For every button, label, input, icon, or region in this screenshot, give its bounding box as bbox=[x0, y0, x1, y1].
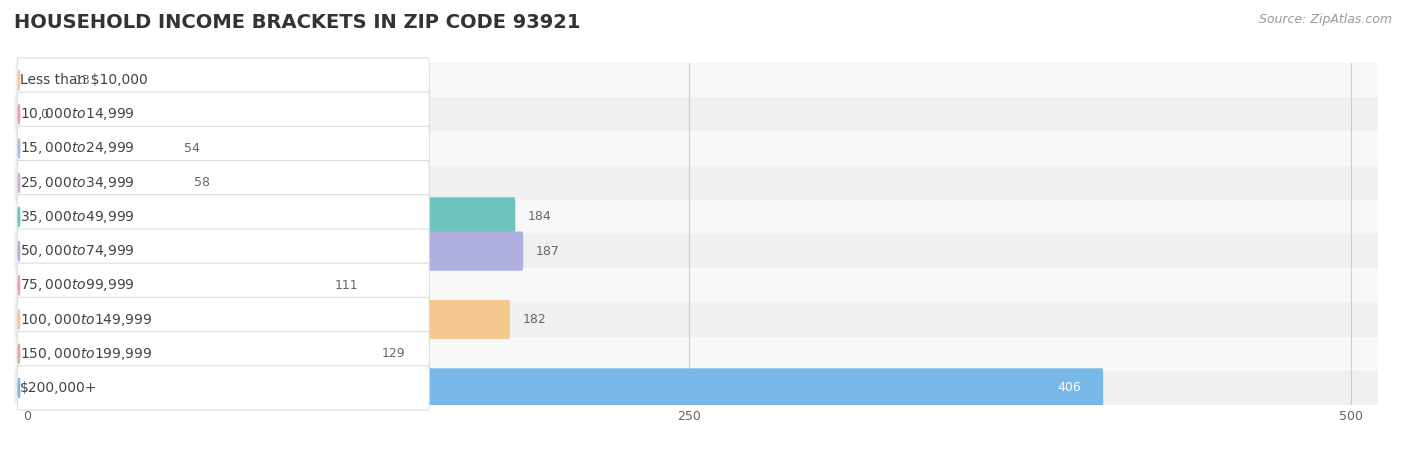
Text: 54: 54 bbox=[184, 142, 200, 155]
Text: 0: 0 bbox=[41, 108, 49, 121]
Text: $200,000+: $200,000+ bbox=[20, 381, 97, 395]
Bar bbox=[14, 234, 1378, 268]
Circle shape bbox=[18, 275, 20, 295]
Bar bbox=[14, 302, 1378, 337]
Text: 182: 182 bbox=[523, 313, 547, 326]
Text: 184: 184 bbox=[527, 211, 551, 223]
Text: 58: 58 bbox=[194, 176, 209, 189]
FancyBboxPatch shape bbox=[17, 229, 429, 273]
Bar bbox=[14, 200, 1378, 234]
Circle shape bbox=[18, 207, 20, 227]
FancyBboxPatch shape bbox=[17, 366, 429, 410]
Text: Source: ZipAtlas.com: Source: ZipAtlas.com bbox=[1258, 14, 1392, 27]
Text: $100,000 to $149,999: $100,000 to $149,999 bbox=[20, 311, 152, 328]
FancyBboxPatch shape bbox=[17, 92, 429, 136]
Text: $150,000 to $199,999: $150,000 to $199,999 bbox=[20, 346, 152, 362]
Bar bbox=[14, 166, 1378, 200]
Text: Less than $10,000: Less than $10,000 bbox=[20, 73, 148, 87]
Bar bbox=[14, 63, 1378, 97]
FancyBboxPatch shape bbox=[27, 163, 181, 202]
Text: 129: 129 bbox=[382, 347, 406, 360]
FancyBboxPatch shape bbox=[27, 60, 62, 100]
FancyBboxPatch shape bbox=[17, 58, 429, 102]
Text: 13: 13 bbox=[75, 74, 91, 86]
Text: $75,000 to $99,999: $75,000 to $99,999 bbox=[20, 277, 135, 293]
Text: $35,000 to $49,999: $35,000 to $49,999 bbox=[20, 209, 135, 225]
Circle shape bbox=[18, 139, 20, 158]
FancyBboxPatch shape bbox=[27, 300, 510, 339]
Text: $10,000 to $14,999: $10,000 to $14,999 bbox=[20, 106, 135, 122]
Bar bbox=[14, 97, 1378, 131]
FancyBboxPatch shape bbox=[27, 266, 322, 305]
Circle shape bbox=[18, 378, 20, 398]
FancyBboxPatch shape bbox=[17, 297, 429, 342]
Text: $25,000 to $34,999: $25,000 to $34,999 bbox=[20, 175, 135, 191]
FancyBboxPatch shape bbox=[17, 332, 429, 376]
Bar bbox=[14, 337, 1378, 371]
FancyBboxPatch shape bbox=[27, 368, 1104, 408]
Circle shape bbox=[18, 241, 20, 261]
Text: $50,000 to $74,999: $50,000 to $74,999 bbox=[20, 243, 135, 259]
Bar bbox=[14, 131, 1378, 166]
Circle shape bbox=[18, 310, 20, 329]
Circle shape bbox=[18, 70, 20, 90]
Circle shape bbox=[18, 173, 20, 193]
Text: $15,000 to $24,999: $15,000 to $24,999 bbox=[20, 140, 135, 157]
FancyBboxPatch shape bbox=[17, 263, 429, 307]
FancyBboxPatch shape bbox=[27, 197, 515, 237]
Text: HOUSEHOLD INCOME BRACKETS IN ZIP CODE 93921: HOUSEHOLD INCOME BRACKETS IN ZIP CODE 93… bbox=[14, 14, 581, 32]
Bar bbox=[14, 371, 1378, 405]
FancyBboxPatch shape bbox=[27, 231, 523, 271]
Text: 406: 406 bbox=[1057, 382, 1081, 394]
FancyBboxPatch shape bbox=[17, 126, 429, 171]
Circle shape bbox=[18, 104, 20, 124]
Text: 187: 187 bbox=[536, 245, 560, 257]
FancyBboxPatch shape bbox=[17, 161, 429, 205]
FancyBboxPatch shape bbox=[27, 334, 370, 373]
Text: 111: 111 bbox=[335, 279, 359, 292]
Circle shape bbox=[18, 344, 20, 364]
FancyBboxPatch shape bbox=[17, 195, 429, 239]
Bar bbox=[14, 268, 1378, 302]
FancyBboxPatch shape bbox=[27, 129, 172, 168]
